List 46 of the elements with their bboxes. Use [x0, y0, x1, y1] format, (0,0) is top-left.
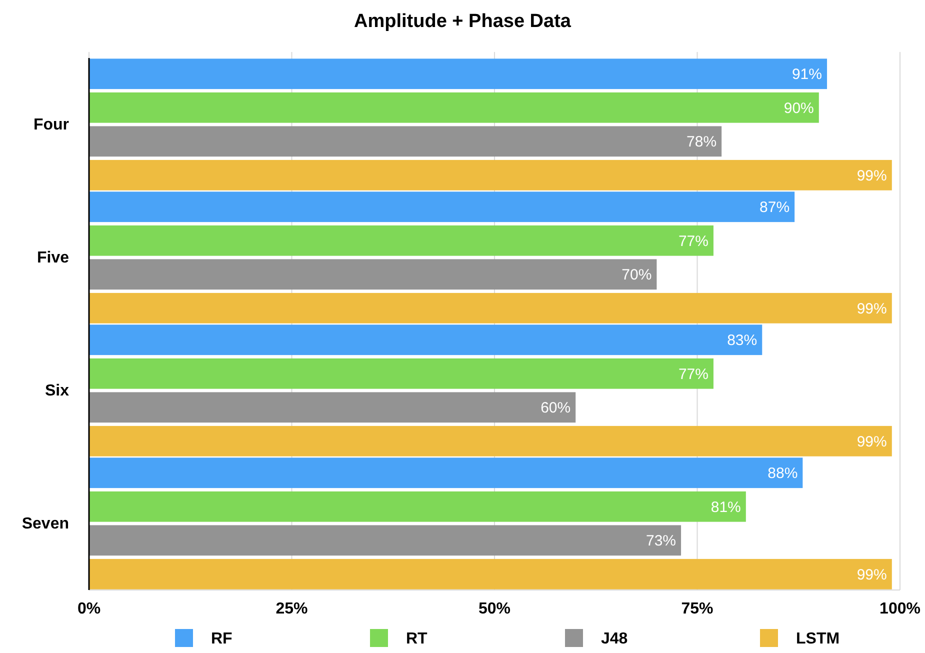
- bar: [89, 491, 746, 522]
- legend-label: J48: [601, 630, 628, 648]
- x-tick-label: 50%: [478, 600, 511, 618]
- x-tick-label: 75%: [681, 600, 714, 618]
- bar: [89, 92, 819, 123]
- bar: [89, 392, 576, 423]
- data-label: 99%: [856, 167, 887, 184]
- y-tick-label: Five: [36, 250, 70, 267]
- data-label: 73%: [646, 532, 676, 550]
- data-label: 99%: [856, 300, 887, 318]
- data-label: 70%: [622, 266, 652, 284]
- data-label: 87%: [760, 199, 790, 216]
- x-tick-label: 100%: [880, 600, 920, 618]
- data-label: 90%: [784, 100, 814, 117]
- data-label: 78%: [686, 134, 717, 151]
- data-label: 99%: [856, 566, 887, 584]
- y-tick-label: Four: [33, 116, 69, 134]
- bar: [89, 126, 722, 157]
- y-tick-label: Seven: [22, 516, 69, 533]
- data-label: 81%: [710, 498, 741, 516]
- data-label: 60%: [540, 400, 571, 417]
- data-label: 83%: [727, 332, 758, 350]
- bar: [89, 426, 892, 456]
- bar: [89, 160, 892, 190]
- x-tick-label: 25%: [276, 600, 308, 618]
- bar: [89, 192, 795, 222]
- chart-title: Amplitude + Phase Data: [354, 11, 572, 32]
- data-label: 77%: [678, 232, 708, 250]
- data-label: 88%: [768, 465, 798, 482]
- bar: [89, 58, 828, 90]
- bar: [89, 225, 714, 256]
- data-label: 99%: [856, 433, 887, 450]
- bar: [89, 324, 762, 356]
- y-tick-label: Six: [44, 382, 70, 400]
- data-label: 91%: [792, 66, 822, 84]
- bar: [89, 558, 892, 590]
- legend-label: RF: [211, 630, 233, 648]
- legend-label: RT: [406, 630, 428, 648]
- bar: [89, 292, 892, 324]
- bar: [89, 358, 714, 389]
- x-tick-label: 0%: [77, 600, 101, 618]
- bar: [89, 259, 657, 290]
- bar: [89, 458, 803, 488]
- data-label: 77%: [678, 366, 708, 383]
- bar: [89, 525, 682, 556]
- legend-label: LSTM: [796, 630, 840, 648]
